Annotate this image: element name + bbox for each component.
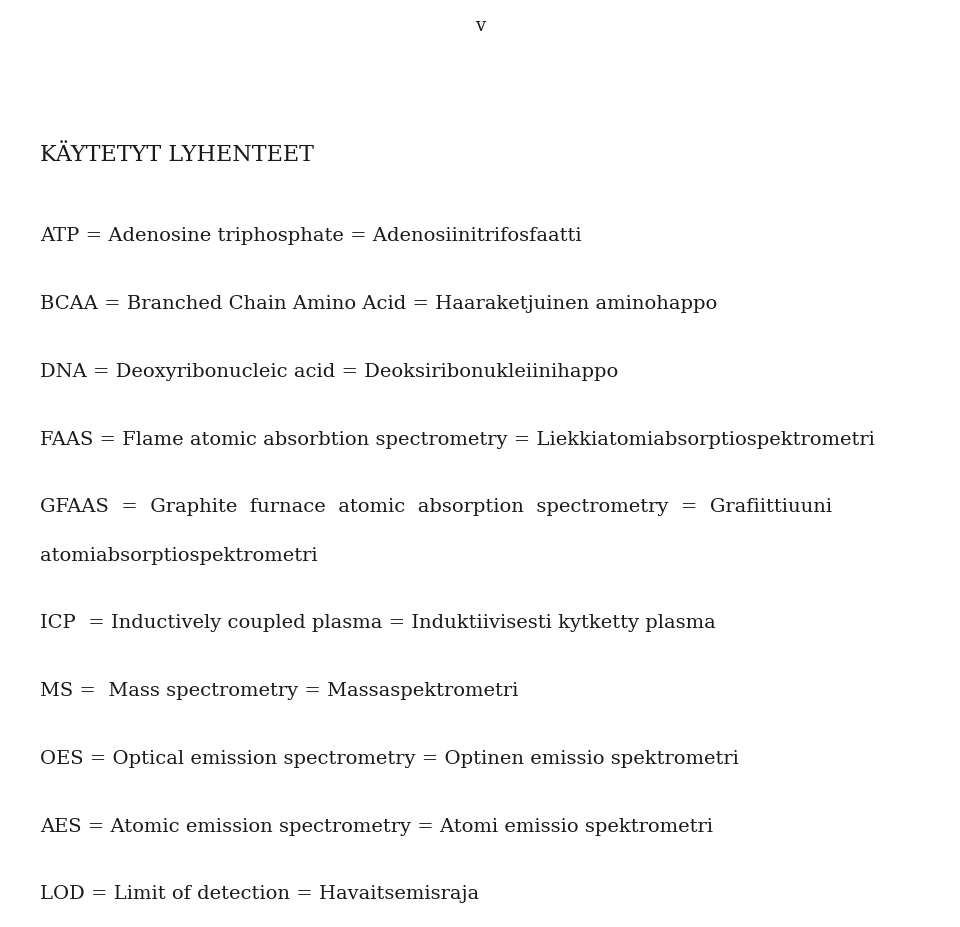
Text: GFAAS  =  Graphite  furnace  atomic  absorption  spectrometry  =  Grafiittiuuni: GFAAS = Graphite furnace atomic absorpti…	[40, 498, 832, 515]
Text: atomiabsorptiospektrometri: atomiabsorptiospektrometri	[40, 546, 318, 564]
Text: OES = Optical emission spectrometry = Optinen emissio spektrometri: OES = Optical emission spectrometry = Op…	[40, 749, 739, 767]
Text: ATP = Adenosine triphosphate = Adenosiinitrifosfaatti: ATP = Adenosine triphosphate = Adenosiin…	[40, 227, 582, 245]
Text: v: v	[475, 17, 485, 34]
Text: AES = Atomic emission spectrometry = Atomi emissio spektrometri: AES = Atomic emission spectrometry = Ato…	[40, 817, 713, 834]
Text: BCAA = Branched Chain Amino Acid = Haaraketjuinen aminohappo: BCAA = Branched Chain Amino Acid = Haara…	[40, 295, 717, 312]
Text: MS =  Mass spectrometry = Massaspektrometri: MS = Mass spectrometry = Massaspektromet…	[40, 681, 518, 699]
Text: KÄYTETYT LYHENTEET: KÄYTETYT LYHENTEET	[40, 144, 314, 166]
Text: FAAS = Flame atomic absorbtion spectrometry = Liekkiatomiabsorptiospektrometri: FAAS = Flame atomic absorbtion spectrome…	[40, 430, 876, 448]
Text: LOD = Limit of detection = Havaitsemisraja: LOD = Limit of detection = Havaitsemisra…	[40, 884, 479, 902]
Text: ICP  = Inductively coupled plasma = Induktiivisesti kytketty plasma: ICP = Inductively coupled plasma = Induk…	[40, 614, 716, 631]
Text: DNA = Deoxyribonucleic acid = Deoksiribonukleiinihappo: DNA = Deoxyribonucleic acid = Deoksiribo…	[40, 362, 618, 380]
